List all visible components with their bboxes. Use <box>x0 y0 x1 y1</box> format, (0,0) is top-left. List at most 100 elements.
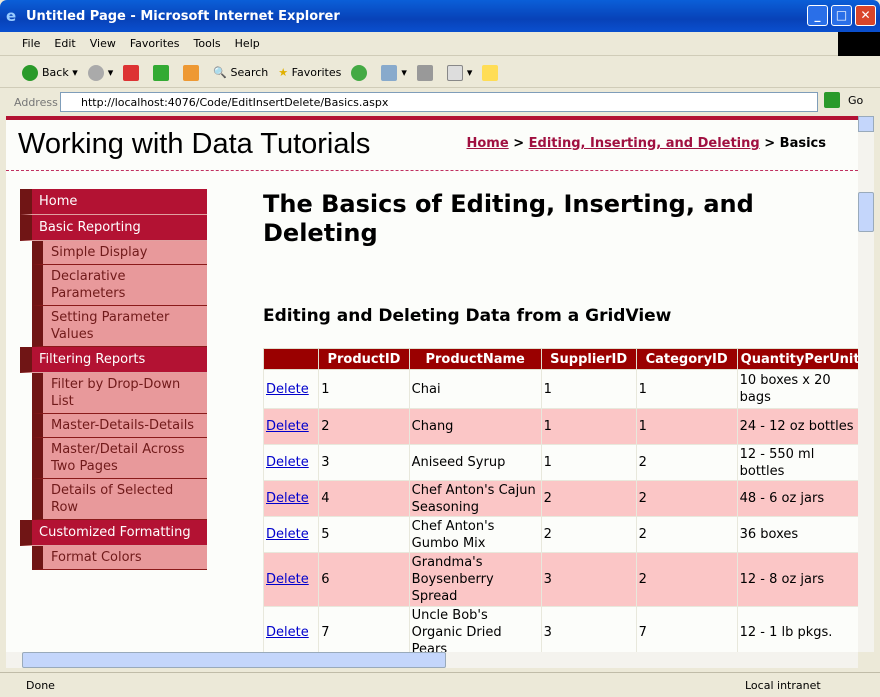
breadcrumb-home[interactable]: Home <box>466 136 509 151</box>
table-cell: Chef Anton's Cajun Seasoning <box>408 480 542 517</box>
menu-bar: File Edit View Favorites Tools Help <box>0 32 880 56</box>
table-row: Delete 4 Chef Anton's Cajun Seasoning 2 2 48 … <box>262 480 858 517</box>
table-cell: Chang <box>408 408 542 445</box>
delete-cell: Delete <box>262 408 320 445</box>
sidebar-item[interactable]: Format Colors <box>32 546 207 570</box>
history-button[interactable] <box>351 64 371 81</box>
note-button[interactable] <box>482 64 502 81</box>
sidebar-item[interactable]: Filtering Reports <box>20 347 207 373</box>
breadcrumb-section[interactable]: Editing, Inserting, and Deleting <box>528 136 760 151</box>
sidebar-item[interactable]: Basic Reporting <box>20 215 207 241</box>
breadcrumb-sep: > <box>764 136 776 151</box>
back-button[interactable]: Back ▾ <box>22 64 78 81</box>
window-title: Untitled Page - Microsoft Internet Explo… <box>26 8 340 24</box>
sidebar-item[interactable]: Master-Details-Details <box>32 414 207 438</box>
menu-view[interactable]: View <box>89 37 116 50</box>
delete-cell: Delete <box>262 480 320 517</box>
horizontal-scrollbar[interactable] <box>6 652 858 668</box>
table-cell: 24 - 12 oz bottles <box>736 408 858 445</box>
refresh-icon <box>153 64 170 81</box>
menu-tools[interactable]: Tools <box>193 37 221 50</box>
breadcrumb-sep: > <box>513 136 525 151</box>
page-viewport: Working with Data Tutorials Home > Editi… <box>6 116 858 652</box>
table-cell: Chai <box>408 369 542 409</box>
table-cell: 6 <box>318 552 410 607</box>
minimize-button[interactable]: _ <box>807 5 828 26</box>
vertical-scrollbar[interactable] <box>858 116 874 652</box>
delete-link[interactable]: Delete <box>266 455 309 470</box>
table-cell: 1 <box>540 408 637 445</box>
status-bar: Done Local intranet <box>0 672 880 697</box>
table-cell: 1 <box>540 369 637 409</box>
site-title: Working with Data Tutorials <box>18 128 371 160</box>
delete-link[interactable]: Delete <box>266 419 309 434</box>
status-text: Done <box>26 678 55 692</box>
sidebar-item[interactable]: Simple Display <box>32 241 207 265</box>
favorites-button[interactable]: ★ Favorites <box>278 66 341 79</box>
delete-link[interactable]: Delete <box>266 572 309 587</box>
column-header: ProductID <box>318 348 410 370</box>
table-cell: 1 <box>635 369 738 409</box>
menu-help[interactable]: Help <box>234 37 260 50</box>
print-button[interactable] <box>416 64 437 81</box>
sidebar-item[interactable]: Declarative Parameters <box>32 265 207 306</box>
table-cell: 12 - 550 ml bottles <box>736 444 858 481</box>
maximize-button[interactable]: □ <box>831 5 852 26</box>
forward-icon <box>87 64 104 81</box>
scroll-thumb[interactable] <box>858 192 874 232</box>
table-cell: 10 boxes x 20 bags <box>736 369 858 409</box>
products-grid: ProductID ProductName SupplierID CategoryID… <box>262 348 858 652</box>
menu-file[interactable]: File <box>22 37 41 50</box>
mail-button[interactable]: ▾ <box>381 64 407 81</box>
sidebar-item[interactable]: Master/Detail Across Two Pages <box>32 438 207 479</box>
table-cell: 48 - 6 oz jars <box>736 480 858 517</box>
address-input[interactable]: http://localhost:4076/Code/EditInsertDel… <box>60 92 818 112</box>
menu-favorites[interactable]: Favorites <box>129 37 180 50</box>
sidebar-item[interactable]: Customized Formatting <box>20 520 207 546</box>
table-cell: Aniseed Syrup <box>408 444 542 481</box>
home-button[interactable] <box>183 64 203 81</box>
breadcrumb-current: Basics <box>779 136 826 151</box>
star-icon: ★ <box>278 66 289 79</box>
page-title: The Basics of Editing, Inserting, and De… <box>263 190 754 247</box>
sidebar-item[interactable]: Filter by Drop-Down List <box>32 373 207 414</box>
title-bar: e Untitled Page - Microsoft Internet Exp… <box>0 0 880 32</box>
table-cell: Chef Anton's Gumbo Mix <box>408 516 542 553</box>
delete-cell: Delete <box>262 552 320 607</box>
table-cell: 3 <box>318 444 410 481</box>
forward-button[interactable]: ▾ <box>87 64 113 81</box>
table-cell: 2 <box>635 480 738 517</box>
table-row: Delete 6 Grandma's Boysenberry Spread 3 2 12 … <box>262 552 858 607</box>
sidebar-item[interactable]: Setting Parameter Values <box>32 306 207 347</box>
delete-link[interactable]: Delete <box>266 381 309 397</box>
go-arrow-icon <box>824 92 840 108</box>
zone-label: Local intranet <box>745 678 821 692</box>
search-button[interactable]: 🔍 Search <box>213 66 268 79</box>
go-button[interactable]: Go <box>824 92 863 108</box>
table-cell: 2 <box>318 408 410 445</box>
address-bar: Address http://localhost:4076/Code/EditI… <box>0 90 880 114</box>
word-icon <box>446 64 463 81</box>
edit-button[interactable]: ▾ <box>446 64 472 81</box>
home-icon <box>183 64 200 81</box>
menu-edit[interactable]: Edit <box>54 37 76 50</box>
sidebar-item[interactable]: Details of Selected Row <box>32 479 207 520</box>
table-cell: 12 - 8 oz jars <box>736 552 858 607</box>
delete-cell: Delete <box>262 369 320 409</box>
favorites-label: Favorites <box>291 66 342 79</box>
table-cell: 5 <box>318 516 410 553</box>
scroll-up-button[interactable] <box>858 116 874 132</box>
mail-icon <box>381 64 398 81</box>
delete-link[interactable]: Delete <box>266 625 309 640</box>
close-button[interactable]: ✕ <box>855 5 876 26</box>
sidebar-item[interactable]: Home <box>20 189 207 215</box>
stop-button[interactable] <box>123 64 143 81</box>
delete-link[interactable]: Delete <box>266 527 309 542</box>
table-cell: 2 <box>635 444 738 481</box>
delete-link[interactable]: Delete <box>266 491 309 506</box>
refresh-button[interactable] <box>153 64 173 81</box>
hscroll-thumb[interactable] <box>22 652 446 668</box>
sidebar: Home Basic Reporting Simple Display Declara… <box>20 189 207 570</box>
